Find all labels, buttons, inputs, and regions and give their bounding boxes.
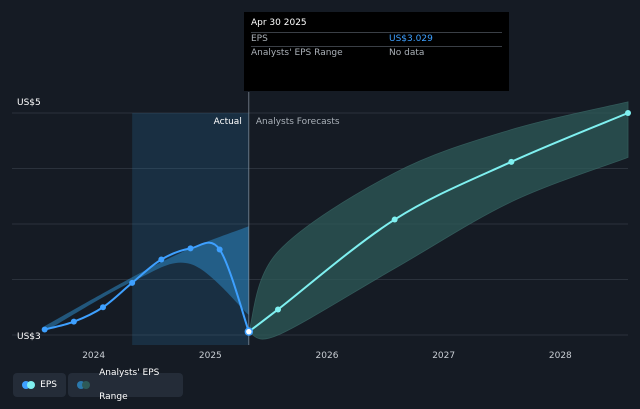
eps-data-point[interactable] xyxy=(41,326,48,333)
legend-range-button[interactable]: Analysts' EPS Range xyxy=(68,368,183,402)
range-dots-icon xyxy=(77,381,90,389)
eps-data-point[interactable] xyxy=(187,245,194,252)
x-tick-label: 2024 xyxy=(82,351,105,361)
x-tick-label: 2025 xyxy=(199,351,222,361)
eps-data-point[interactable] xyxy=(100,304,106,311)
forecast-data-point[interactable] xyxy=(508,158,515,165)
eps-data-point[interactable] xyxy=(129,279,136,286)
actual-range-band xyxy=(44,226,249,332)
actual-period-highlight xyxy=(132,113,249,345)
tooltip-row-range: Analysts' EPS Range No data xyxy=(251,46,502,60)
forecast-region-label: Analysts Forecasts xyxy=(256,117,340,127)
forecast-data-point[interactable] xyxy=(391,216,398,223)
y-tick-label-bottom: US$3 xyxy=(17,332,41,342)
forecast-range-band xyxy=(248,101,629,340)
legend-eps-button[interactable]: EPS xyxy=(13,373,66,397)
x-tick-label: 2027 xyxy=(432,351,455,361)
forecast-data-point[interactable] xyxy=(625,110,631,116)
tooltip-range-value: No data xyxy=(389,48,425,58)
forecast-data-point[interactable] xyxy=(275,306,281,313)
tooltip-date: Apr 30 2025 xyxy=(251,18,307,28)
tooltip-range-label: Analysts' EPS Range xyxy=(251,48,343,58)
tooltip-eps-value: US$3.029 xyxy=(389,34,433,44)
eps-data-point[interactable] xyxy=(70,318,77,325)
eps-data-point[interactable] xyxy=(158,256,165,263)
hover-tooltip: Apr 30 2025 EPS US$3.029 Analysts' EPS R… xyxy=(244,12,509,91)
eps-dots-icon xyxy=(22,381,35,389)
legend-range-label: Analysts' EPS Range xyxy=(99,368,160,402)
tooltip-row-eps: EPS US$3.029 xyxy=(251,32,502,46)
eps-data-point[interactable] xyxy=(216,246,223,253)
actual-region-label: Actual xyxy=(214,117,242,127)
legend-eps-label: EPS xyxy=(40,380,57,390)
tooltip-eps-label: EPS xyxy=(251,34,268,44)
eps-data-point[interactable] xyxy=(244,327,254,336)
x-tick-label: 2026 xyxy=(316,351,339,361)
y-tick-label-top: US$5 xyxy=(17,98,41,108)
x-tick-label: 2028 xyxy=(549,351,572,361)
